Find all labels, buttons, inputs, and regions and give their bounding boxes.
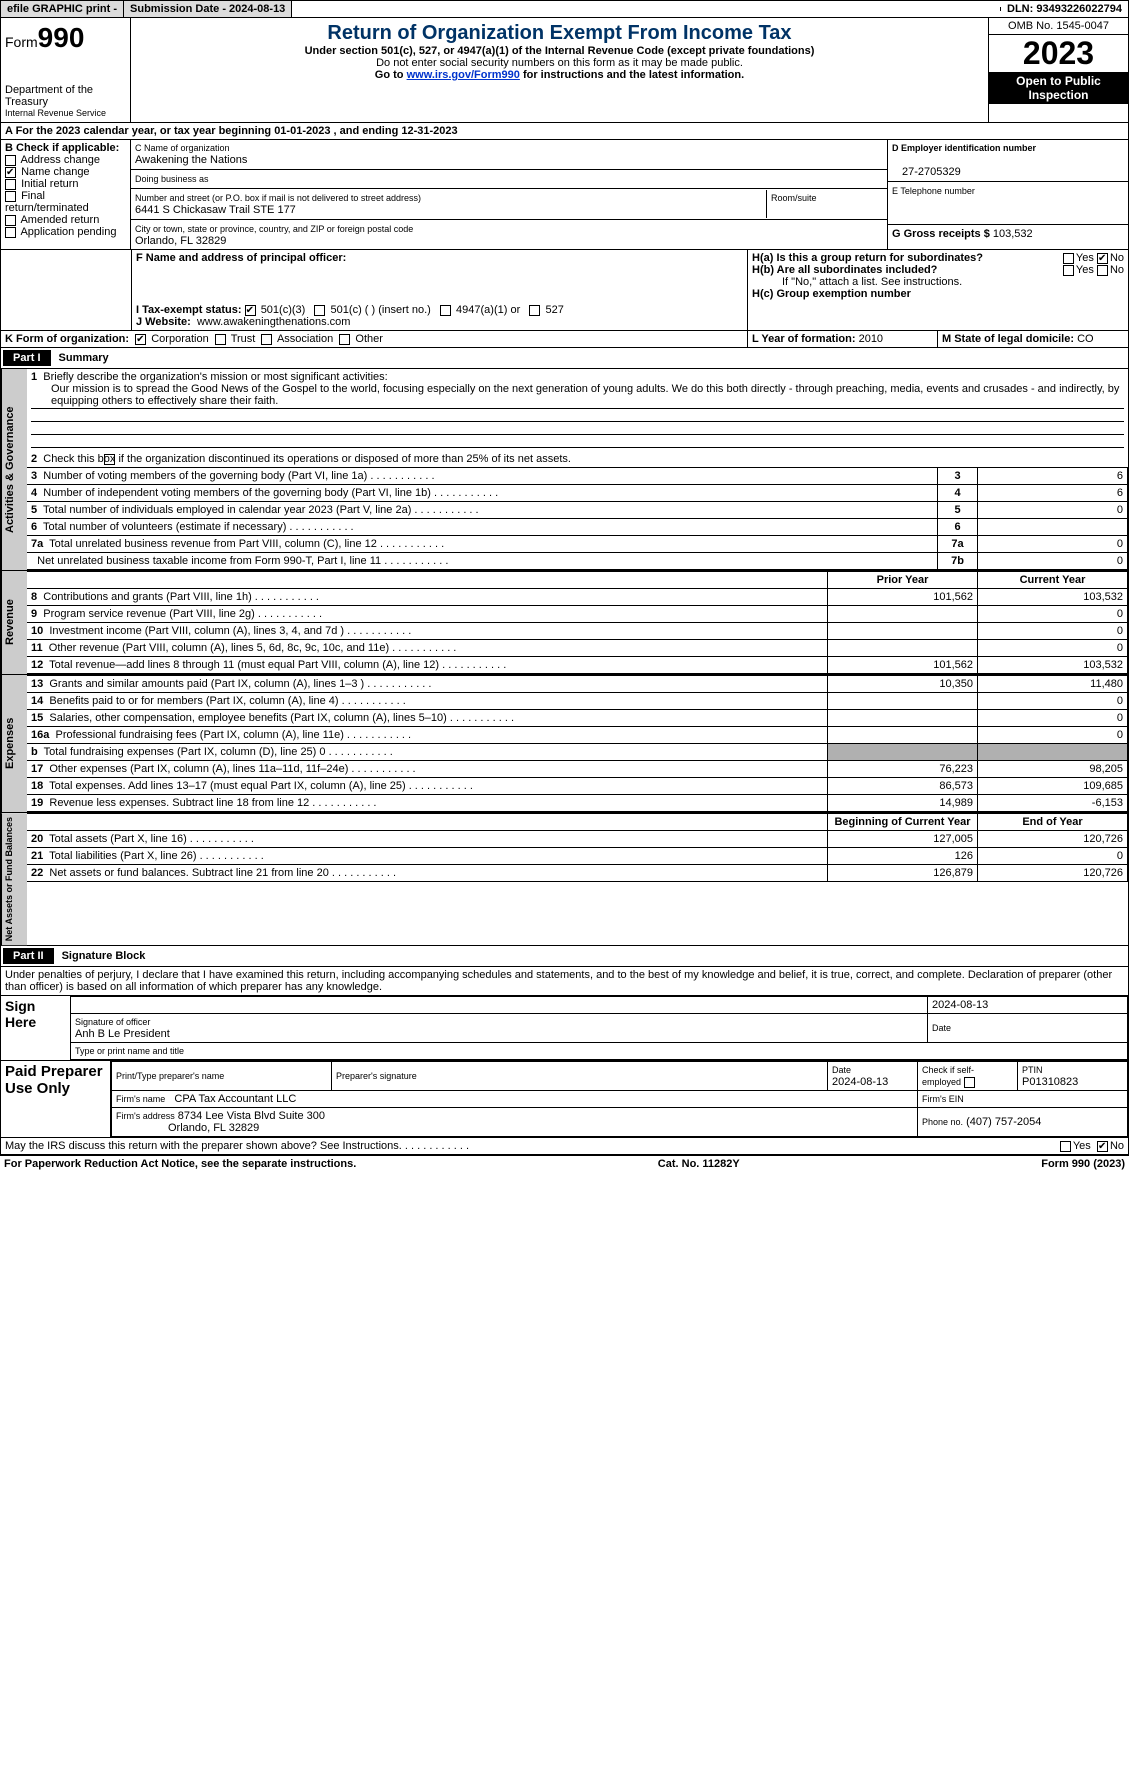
firm-address2: Orlando, FL 32829: [168, 1122, 259, 1134]
table-row: 18 Total expenses. Add lines 13–17 (must…: [27, 778, 1128, 795]
ein: 27-2705329: [892, 166, 961, 178]
table-row: 8 Contributions and grants (Part VIII, l…: [27, 589, 1128, 606]
ssn-note: Do not enter social security numbers on …: [135, 57, 984, 69]
irs-label: Internal Revenue Service: [5, 108, 126, 118]
top-bar: efile GRAPHIC print - Submission Date - …: [0, 0, 1129, 18]
table-row: 15 Salaries, other compensation, employe…: [27, 710, 1128, 727]
table-row: 12 Total revenue—add lines 8 through 11 …: [27, 657, 1128, 674]
net-assets-table: Beginning of Current YearEnd of Year 20 …: [27, 813, 1128, 882]
box-b: B Check if applicable: Address change Na…: [1, 140, 131, 249]
chk-527[interactable]: 527: [545, 304, 563, 316]
page-footer: For Paperwork Reduction Act Notice, see …: [0, 1155, 1129, 1172]
table-row: Net unrelated business taxable income fr…: [27, 553, 1128, 570]
expenses-table: 13 Grants and similar amounts paid (Part…: [27, 675, 1128, 812]
form-subtitle: Under section 501(c), 527, or 4947(a)(1)…: [135, 45, 984, 57]
line2-text: Check this box if the organization disco…: [43, 453, 571, 465]
table-row: 21 Total liabilities (Part X, line 26)12…: [27, 848, 1128, 865]
table-row: 20 Total assets (Part X, line 16)127,005…: [27, 831, 1128, 848]
vert-revenue: Revenue: [1, 571, 27, 674]
irs-link[interactable]: www.irs.gov/Form990: [407, 69, 520, 81]
chk-initial-return[interactable]: Initial return: [21, 178, 78, 190]
table-row: 19 Revenue less expenses. Subtract line …: [27, 795, 1128, 812]
ha-label: H(a) Is this a group return for subordin…: [752, 252, 983, 264]
chk-address-change[interactable]: Address change: [20, 154, 100, 166]
chk-association[interactable]: Association: [277, 333, 333, 345]
table-row: 14 Benefits paid to or for members (Part…: [27, 693, 1128, 710]
perjury-text: Under penalties of perjury, I declare th…: [0, 967, 1129, 996]
officer-name: Anh B Le President: [75, 1028, 170, 1040]
firm-phone: (407) 757-2054: [966, 1116, 1041, 1128]
ptin: P01310823: [1022, 1076, 1078, 1088]
vert-activities-governance: Activities & Governance: [1, 369, 27, 570]
section-a: A For the 2023 calendar year, or tax yea…: [0, 123, 1129, 140]
chk-name-change[interactable]: Name change: [21, 166, 90, 178]
tax-year: 2023: [989, 35, 1128, 72]
org-city: Orlando, FL 32829: [135, 235, 226, 247]
vert-expenses: Expenses: [1, 675, 27, 812]
chk-501c[interactable]: 501(c) ( ) (insert no.): [331, 304, 431, 316]
efile-print-button[interactable]: efile GRAPHIC print -: [1, 1, 124, 17]
chk-501c3[interactable]: 501(c)(3): [261, 304, 306, 316]
table-row: 7a Total unrelated business revenue from…: [27, 536, 1128, 553]
table-row: 3 Number of voting members of the govern…: [27, 468, 1128, 485]
table-row: 5 Total number of individuals employed i…: [27, 502, 1128, 519]
vert-net-assets: Net Assets or Fund Balances: [1, 813, 27, 945]
firm-address1: 8734 Lee Vista Blvd Suite 300: [178, 1110, 325, 1122]
open-inspection: Open to Public Inspection: [989, 72, 1128, 104]
part2-title: Signature Block: [62, 950, 146, 962]
table-row: 11 Other revenue (Part VIII, column (A),…: [27, 640, 1128, 657]
hb-label: H(b) Are all subordinates included?: [752, 264, 937, 276]
year-formation: 2010: [859, 333, 883, 345]
chk-corporation[interactable]: Corporation: [151, 333, 208, 345]
website: www.awakeningthenations.com: [197, 316, 350, 328]
form-title: Return of Organization Exempt From Incom…: [135, 22, 984, 45]
mission-text: Our mission is to spread the Good News o…: [31, 383, 1124, 407]
box-f-label: F Name and address of principal officer:: [136, 252, 346, 264]
submission-date-button[interactable]: Submission Date - 2024-08-13: [124, 1, 292, 17]
chk-final-return[interactable]: Final return/terminated: [5, 190, 89, 214]
part1-tag: Part I: [3, 350, 51, 366]
table-row: 9 Program service revenue (Part VIII, li…: [27, 606, 1128, 623]
part2-tag: Part II: [3, 948, 54, 964]
dept-treasury: Department of the Treasury: [5, 84, 126, 108]
paid-preparer-label: Paid Preparer Use Only: [1, 1061, 111, 1137]
chk-application-pending[interactable]: Application pending: [20, 226, 116, 238]
form-number: Form990: [5, 22, 126, 54]
part1-title: Summary: [59, 352, 109, 364]
table-row: 4 Number of independent voting members o…: [27, 485, 1128, 502]
table-row: 13 Grants and similar amounts paid (Part…: [27, 676, 1128, 693]
table-row: 6 Total number of volunteers (estimate i…: [27, 519, 1128, 536]
hc-label: H(c) Group exemption number: [752, 288, 911, 300]
chk-other[interactable]: Other: [355, 333, 383, 345]
table-row: 16a Professional fundraising fees (Part …: [27, 727, 1128, 744]
sign-here-label: Sign Here: [1, 996, 71, 1060]
table-row: 17 Other expenses (Part IX, column (A), …: [27, 761, 1128, 778]
governance-table: 3 Number of voting members of the govern…: [27, 467, 1128, 570]
chk-4947[interactable]: 4947(a)(1) or: [456, 304, 520, 316]
discuss-text: May the IRS discuss this return with the…: [5, 1140, 469, 1152]
table-row: 10 Investment income (Part VIII, column …: [27, 623, 1128, 640]
firm-name: CPA Tax Accountant LLC: [174, 1093, 296, 1105]
form-header: Form990 Department of the Treasury Inter…: [0, 18, 1129, 123]
chk-trust[interactable]: Trust: [231, 333, 256, 345]
org-address: 6441 S Chickasaw Trail STE 177: [135, 204, 296, 216]
omb-number: OMB No. 1545-0047: [989, 18, 1128, 35]
revenue-table: Prior YearCurrent Year 8 Contributions a…: [27, 571, 1128, 674]
hb-note: If "No," attach a list. See instructions…: [752, 276, 1124, 288]
table-row: b Total fundraising expenses (Part IX, c…: [27, 744, 1128, 761]
dln-label: DLN: 93493226022794: [1001, 1, 1128, 17]
state-domicile: CO: [1077, 333, 1094, 345]
gross-receipts: 103,532: [993, 228, 1033, 240]
table-row: 22 Net assets or fund balances. Subtract…: [27, 865, 1128, 882]
org-name: Awakening the Nations: [135, 154, 247, 166]
chk-amended-return[interactable]: Amended return: [20, 214, 99, 226]
